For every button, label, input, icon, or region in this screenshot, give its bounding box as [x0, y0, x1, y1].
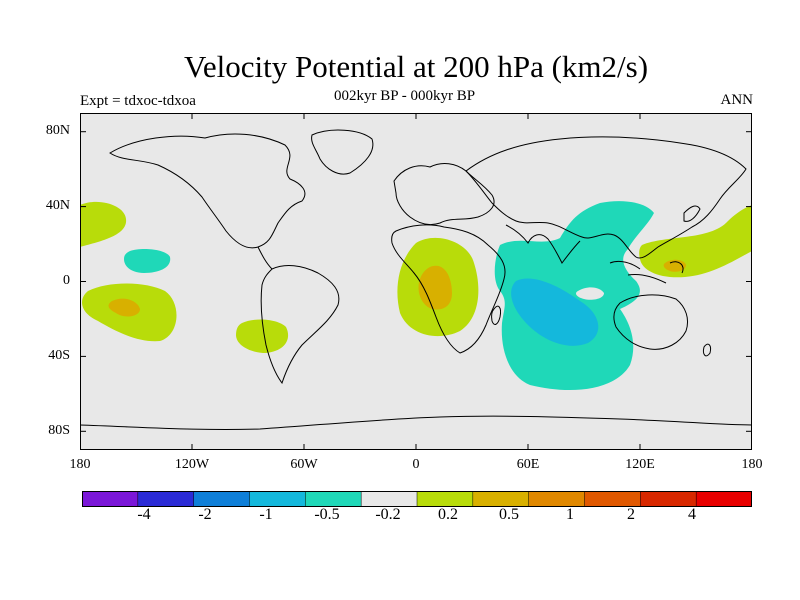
coastline-south-america — [260, 265, 340, 385]
colorbar-label: -0.5 — [314, 506, 340, 523]
colorbar-label: 2 — [627, 506, 635, 523]
coastlines — [80, 129, 752, 431]
anomaly-region-southeast-pacific — [236, 319, 289, 353]
colorbar-swatch — [249, 491, 307, 507]
colorbar-label: 4 — [688, 506, 696, 523]
lat-label-80s: 80S — [48, 423, 70, 438]
colorbar-swatch — [360, 491, 418, 507]
anomaly-region-central-pacific-negative — [124, 249, 171, 273]
lon-label-180-west: 180 — [69, 457, 91, 472]
negative-anomaly-regions — [124, 201, 654, 391]
lon-label-0: 0 — [412, 457, 420, 472]
coastline-central-america — [257, 246, 273, 270]
colorbar — [82, 491, 752, 507]
anomaly-region-north-pacific — [80, 201, 127, 247]
colorbar-swatch — [584, 491, 642, 507]
colorbar-label: -1 — [259, 506, 273, 523]
plot-title: Velocity Potential at 200 hPa (km2/s) — [183, 49, 649, 84]
colorbar-swatch — [528, 491, 586, 507]
colorbar-swatch — [137, 491, 195, 507]
colorbar-label: 0.5 — [499, 506, 519, 523]
lon-label-60e: 60E — [516, 457, 540, 472]
map-tick-marks — [80, 113, 752, 450]
coastline-north-america — [109, 133, 306, 249]
anomaly-region-south-pacific-core — [108, 298, 140, 317]
coastline-asia — [465, 136, 747, 259]
season-label: ANN — [720, 92, 754, 108]
anomaly-region-indian-ocean-core — [511, 278, 599, 346]
colorbar-swatch — [416, 491, 474, 507]
coastline-greenland — [311, 129, 374, 175]
coastline-madagascar — [491, 305, 501, 325]
lon-label-120e: 120E — [625, 457, 655, 472]
colorbar-swatch — [305, 491, 362, 507]
anomaly-region-indian-ocean — [494, 201, 654, 391]
anomaly-region-africa-core — [418, 265, 452, 310]
coastline-europe — [393, 163, 495, 226]
positive-anomaly-regions — [80, 201, 752, 353]
lon-label-120w: 120W — [174, 457, 210, 472]
coastline-africa — [391, 224, 506, 354]
anomaly-region-indian-ocean-neutral-patch — [576, 287, 604, 300]
colorbar-frame — [82, 491, 752, 507]
coastline-japan — [683, 205, 701, 222]
colorbar-swatch — [695, 491, 752, 507]
anomaly-region-west-pacific-core — [663, 259, 686, 272]
colorbar-swatch — [82, 491, 139, 507]
plot-subtitle: 002kyr BP - 000kyr BP — [334, 88, 476, 104]
colorbar-label: 0.2 — [438, 506, 458, 523]
colorbar-label: -2 — [198, 506, 212, 523]
coastline-southeast-asia-islands — [609, 260, 684, 284]
colorbar-swatch — [472, 491, 530, 507]
coastline-new-zealand — [703, 343, 711, 357]
colorbar-label: -4 — [137, 506, 151, 523]
colorbar-swatch — [640, 491, 697, 507]
coastline-australia — [613, 294, 689, 350]
coastline-antarctica — [80, 415, 752, 431]
lat-label-40s: 40S — [48, 348, 70, 363]
velocity-potential-map — [80, 113, 752, 450]
anomaly-region-west-pacific — [639, 205, 752, 278]
experiment-label: Expt = tdxoc-tdxoa — [80, 93, 196, 109]
colorbar-label: -0.2 — [375, 506, 401, 523]
lon-label-60w: 60W — [290, 457, 318, 472]
coastline-arabia-india — [505, 224, 581, 264]
lat-label-80n: 80N — [45, 123, 70, 138]
lon-label-180-east: 180 — [741, 457, 763, 472]
lat-label-0: 0 — [63, 273, 70, 288]
colorbar-swatch — [193, 491, 251, 507]
colorbar-label: 1 — [566, 506, 574, 523]
lat-label-40n: 40N — [45, 198, 70, 213]
